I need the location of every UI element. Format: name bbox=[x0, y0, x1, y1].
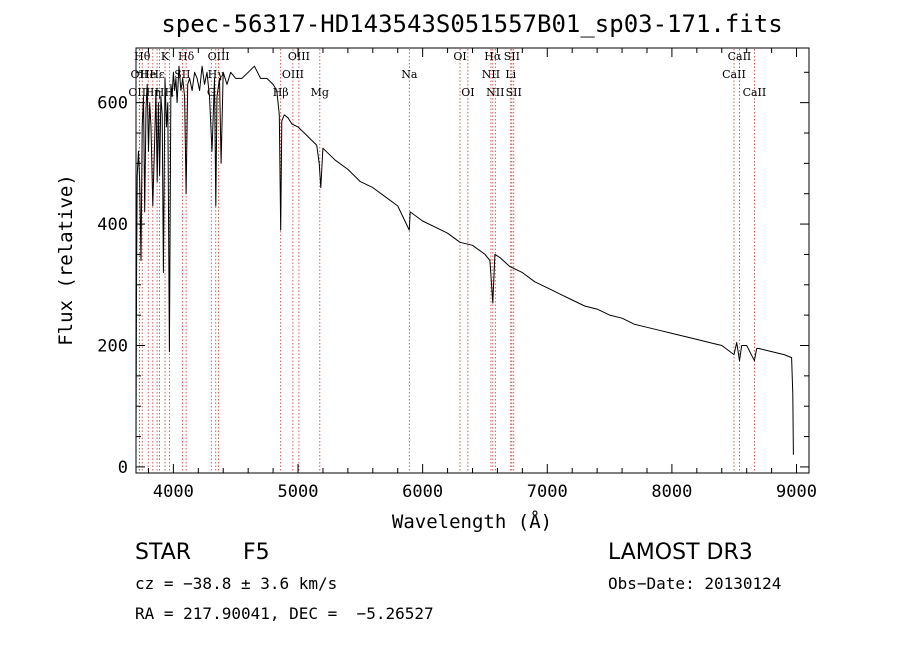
line-marker-label-13: OIII bbox=[208, 50, 230, 63]
object-subclass: F5 bbox=[243, 540, 270, 565]
coordinates: RA = 217.90041, DEC = −5.26527 bbox=[135, 604, 434, 623]
line-marker-label-22: Hα bbox=[484, 50, 502, 63]
line-marker-label-2: Hθ bbox=[134, 50, 151, 63]
obs-date: Obs−Date: 20130124 bbox=[608, 574, 782, 593]
line-marker-label-11: G bbox=[207, 86, 216, 99]
survey-name: LAMOST DR3 bbox=[608, 540, 753, 565]
line-marker-label-18: Na bbox=[401, 68, 418, 81]
spectrum-series bbox=[135, 65, 794, 455]
object-class: STAR bbox=[135, 540, 192, 565]
redshift-readout: cz = −38.8 ± 3.6 km/s bbox=[135, 574, 338, 593]
x-tick-label-1: 5000 bbox=[278, 482, 319, 502]
plot-frame bbox=[135, 47, 810, 474]
line-marker-label-20: OI bbox=[461, 86, 474, 99]
line-marker-label-10: Hδ bbox=[178, 50, 195, 63]
y-tick-label-1: 200 bbox=[97, 337, 128, 357]
line-markers bbox=[138, 49, 755, 472]
line-marker-label-19: OI bbox=[453, 50, 466, 63]
line-marker-label-28: CaII bbox=[728, 50, 752, 63]
line-marker-label-27: CaII bbox=[722, 68, 746, 81]
line-marker-label-15: OIII bbox=[282, 68, 304, 81]
line-marker-label-0: OII bbox=[131, 68, 149, 81]
x-tick-label-5: 9000 bbox=[776, 482, 817, 502]
line-marker-label-25: SII bbox=[504, 50, 520, 63]
line-marker-label-16: OIII bbox=[288, 50, 310, 63]
line-marker-label-17: Mg bbox=[311, 86, 329, 99]
line-marker-label-14: Hβ bbox=[273, 86, 289, 99]
line-marker-label-5: Hε bbox=[149, 68, 165, 81]
line-marker-label-6: H bbox=[155, 86, 165, 99]
line-marker-label-21: NII bbox=[482, 68, 500, 81]
y-axis-label: Flux (relative) bbox=[55, 174, 77, 346]
data-layer bbox=[135, 65, 794, 455]
x-tick-label-2: 6000 bbox=[402, 482, 443, 502]
y-axis-ticks: 0 200 400 600 bbox=[97, 71, 809, 478]
line-marker-labels: OIIOIIIHθHeHηHεHKHSIIHδGHγOIIIHβOIIIOIII… bbox=[128, 50, 766, 99]
line-marker-label-26: SII bbox=[506, 86, 522, 99]
line-marker-label-7: K bbox=[161, 50, 170, 63]
spectrum-plot: spec-56317-HD143543S051557B01_sp03-171.f… bbox=[55, 10, 817, 533]
x-axis-ticks: 4000 5000 6000 7000 8000 9000 bbox=[147, 48, 817, 502]
chart-title: spec-56317-HD143543S051557B01_sp03-171.f… bbox=[161, 10, 782, 38]
line-marker-label-3: He bbox=[140, 68, 156, 81]
line-marker-label-29: CaII bbox=[743, 86, 767, 99]
y-tick-label-2: 400 bbox=[97, 215, 128, 235]
y-tick-label-0: 0 bbox=[118, 458, 128, 478]
x-axis-label: Wavelength (Å) bbox=[392, 510, 552, 533]
line-marker-label-1: OIII bbox=[128, 86, 150, 99]
line-marker-label-24: Li bbox=[505, 68, 516, 81]
y-tick-label-3: 600 bbox=[97, 94, 128, 114]
x-tick-label-0: 4000 bbox=[153, 482, 194, 502]
line-marker-label-4: Hη bbox=[145, 86, 161, 99]
x-tick-label-3: 7000 bbox=[527, 482, 568, 502]
line-marker-label-12: Hγ bbox=[208, 68, 225, 81]
line-marker-label-23: NII bbox=[486, 86, 504, 99]
x-tick-label-4: 8000 bbox=[651, 482, 692, 502]
line-marker-label-8: H bbox=[165, 86, 175, 99]
